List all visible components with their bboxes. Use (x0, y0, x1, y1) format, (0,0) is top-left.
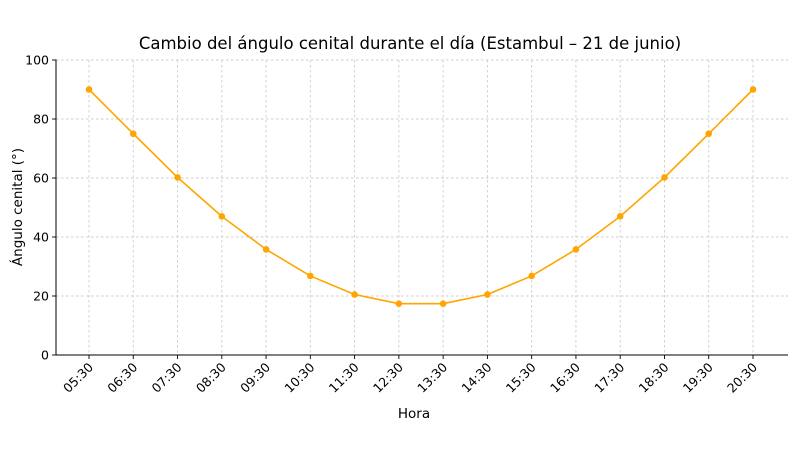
series-line (88, 88, 754, 305)
data-point-marker (572, 246, 580, 253)
y-tick-label: 0 (41, 348, 49, 363)
x-tick-label: 17:30 (591, 359, 627, 395)
data-point-marker (749, 86, 757, 93)
x-tick-label: 10:30 (281, 359, 317, 395)
y-axis-label: Ángulo cenital (°) (9, 148, 26, 266)
x-tick-label: 12:30 (370, 359, 406, 395)
x-tick-label: 18:30 (636, 359, 672, 395)
data-point-marker (484, 291, 491, 298)
y-tick-label: 80 (33, 112, 49, 127)
x-tick-label: 11:30 (326, 359, 362, 395)
x-tick-label: 20:30 (724, 359, 760, 395)
x-tick-label: 09:30 (237, 359, 273, 395)
data-point-marker (395, 300, 403, 307)
y-tick-label: 100 (25, 53, 49, 68)
data-point-marker (705, 130, 713, 138)
data-point-marker (262, 246, 270, 253)
grid-lines (56, 59, 788, 355)
data-point-marker (218, 213, 226, 220)
x-axis-label: Hora (398, 406, 430, 422)
x-tick-label: 19:30 (680, 359, 716, 395)
data-point-marker (307, 272, 314, 280)
data-point-marker (616, 213, 624, 220)
data-point-marker (174, 174, 181, 181)
x-axis-ticks: 05:30 06:30 07:30 08:30 09:30 10:30 11:30 12:30… (60, 355, 760, 396)
data-point-marker (129, 130, 137, 138)
data-point-marker (439, 300, 447, 307)
chart-title: Cambio del ángulo cenital durante el día… (139, 34, 681, 53)
x-tick-label: 14:30 (458, 359, 494, 395)
x-tick-label: 05:30 (60, 359, 96, 395)
x-tick-label: 06:30 (104, 359, 140, 395)
data-point-marker (351, 291, 358, 298)
x-tick-label: 08:30 (193, 359, 229, 395)
x-tick-label: 15:30 (503, 359, 539, 395)
data-series (85, 86, 757, 307)
y-axis-ticks: 0 20 40 60 80 100 (25, 53, 56, 363)
axes-spines (55, 59, 788, 356)
x-tick-label: 13:30 (414, 359, 450, 395)
data-point-marker (661, 174, 668, 181)
x-tick-label: 07:30 (149, 359, 185, 395)
data-point-marker (528, 272, 535, 280)
y-tick-label: 20 (33, 289, 49, 304)
y-tick-label: 40 (33, 230, 49, 245)
x-tick-label: 16:30 (547, 359, 583, 395)
y-tick-label: 60 (33, 171, 49, 186)
data-point-marker (85, 86, 93, 93)
